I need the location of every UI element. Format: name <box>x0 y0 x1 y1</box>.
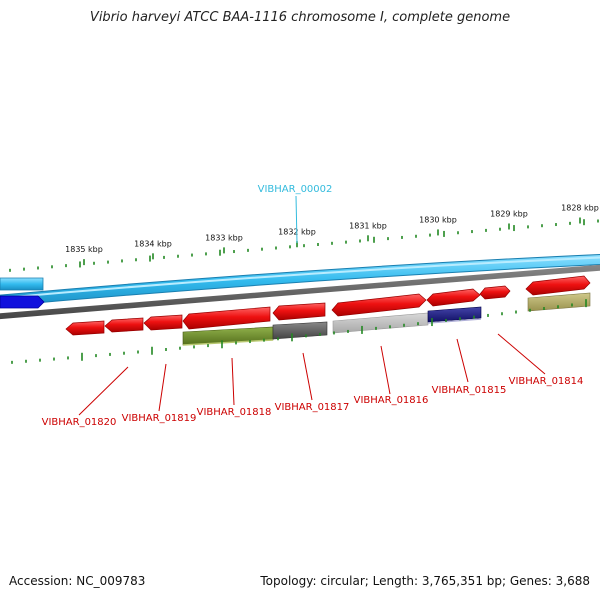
gene-arrow-01817 <box>272 302 326 321</box>
genome-summary: Topology: circular; Length: 3,765,351 bp… <box>260 574 590 588</box>
gene-arrow-01820 <box>65 320 105 336</box>
gene-arrow-01814 <box>525 275 591 296</box>
olive-feature-underline <box>182 339 274 346</box>
gene-arrow-01819a <box>104 317 144 333</box>
callout-leader-01819 <box>158 363 167 412</box>
callout-leader-01814 <box>497 333 546 375</box>
map-title: Vibrio harveyi ATCC BAA-1116 chromosome … <box>89 10 511 25</box>
top-gene-label: VIBHAR_00002 <box>258 184 333 195</box>
callout-leader-01816 <box>380 345 391 395</box>
gene-arrow-01818 <box>182 306 271 330</box>
strand-blue-gene <box>0 295 45 309</box>
callout-label-01814: VIBHAR_01814 <box>509 376 584 387</box>
gene-arrow-01819b <box>143 314 183 331</box>
callout-label-01816: VIBHAR_01816 <box>354 395 429 406</box>
ruler-label: 1831 kbp <box>349 221 387 230</box>
ruler-label: 1830 kbp <box>419 215 457 224</box>
ruler-label: 1835 kbp <box>65 245 103 254</box>
callout-leader-01815 <box>456 338 469 383</box>
navy-feature <box>427 306 482 323</box>
top-label-leader <box>295 195 298 244</box>
navy-feature-underline <box>427 318 482 324</box>
callout-leader-01817 <box>302 352 313 401</box>
callout-label-01815: VIBHAR_01815 <box>432 385 507 396</box>
light-grey-feature <box>332 312 429 334</box>
callout-label-01818: VIBHAR_01818 <box>197 407 272 418</box>
callout-label-01820: VIBHAR_01820 <box>42 417 117 428</box>
chromosome-backbone <box>0 264 600 320</box>
blue-feature-track <box>0 253 600 307</box>
gene-arrows <box>65 275 591 336</box>
ruler-label: 1834 kbp <box>134 239 172 248</box>
gene-arrow-01815 <box>426 288 481 307</box>
khaki-feature <box>527 292 591 312</box>
left-blue-feature <box>0 277 44 291</box>
ruler-label: 1828 kbp <box>561 204 599 213</box>
callout-leader-01820 <box>78 366 129 416</box>
gene-callouts: VIBHAR_01820 VIBHAR_01819 VIBHAR_01818 V… <box>42 333 584 428</box>
dark-grey-feature <box>272 321 328 340</box>
ruler-label: 1833 kbp <box>205 233 243 242</box>
callout-label-01817: VIBHAR_01817 <box>275 402 350 413</box>
accession-text: Accession: NC_009783 <box>9 574 146 588</box>
outer-ruler <box>9 217 599 272</box>
gene-arrow-01816 <box>331 293 427 317</box>
blue-feature-highlight <box>0 256 600 300</box>
gene-arrow-01815b <box>479 285 511 300</box>
callout-leader-01818 <box>231 357 235 406</box>
callout-label-01819: VIBHAR_01819 <box>122 413 197 424</box>
inner-ruler <box>11 299 587 364</box>
ruler-label: 1829 kbp <box>490 209 528 218</box>
